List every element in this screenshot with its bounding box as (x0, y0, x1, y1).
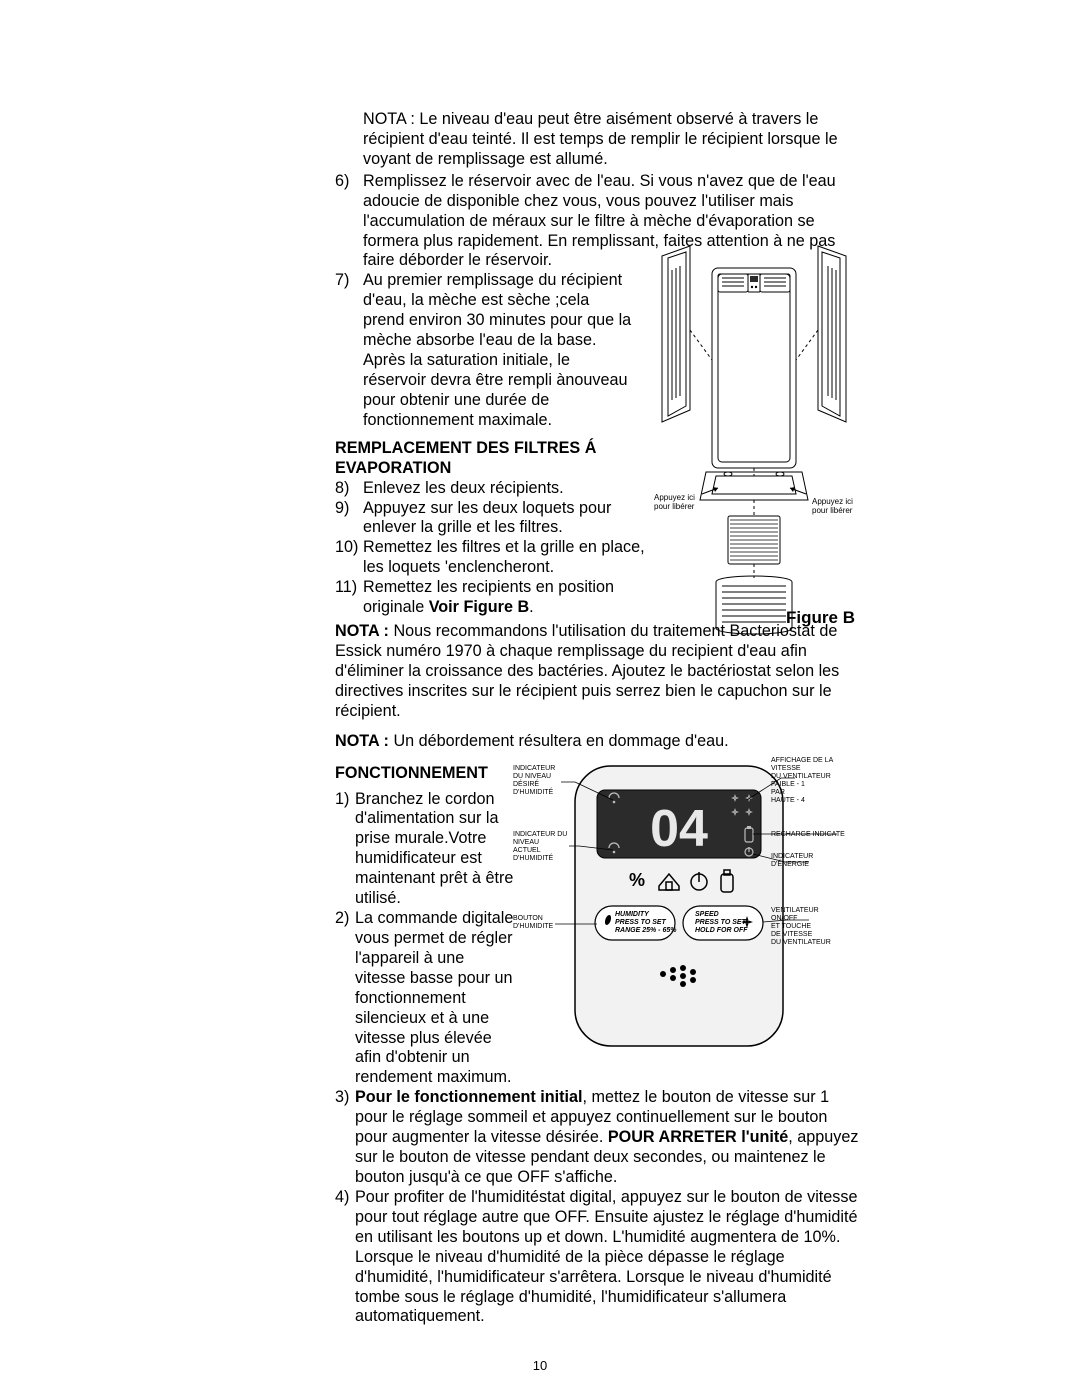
panel-label-energy-2: D'ÉNERGIE (771, 859, 809, 868)
op2-text: La commande digitale vous permet de régl… (355, 909, 515, 1088)
panel-label-fanspeed-3: DU VENTILATEUR (771, 773, 831, 780)
op3-bold-a: Pour le fonctionnement initial (355, 1088, 583, 1106)
figure-b-press-right-1: Appuyez ici (812, 497, 853, 506)
step-10: 10) Remettez les filtres et la grille en… (335, 538, 645, 578)
page-number: 10 (0, 1358, 1080, 1374)
step-11-text: Remettez les recipients en position orig… (363, 578, 635, 618)
op1-number: 1) (335, 790, 355, 910)
op3-number: 3) (335, 1088, 355, 1188)
note-water-level: NOTA : Le niveau d'eau peut être aisémen… (363, 110, 863, 170)
panel-label-fanspeed-4: FAIBLE - 1 (771, 781, 805, 788)
step-11-ref: Voir Figure B (429, 598, 529, 616)
panel-humidity-btn-3: RANGE 25% - 65% (615, 927, 677, 934)
panel-speed-btn-3: HOLD FOR OFF (695, 927, 748, 934)
operation-step-3: 3) Pour le fonctionnement initial, mette… (335, 1088, 863, 1188)
panel-label-fanbtn-2: ON/OFF (771, 915, 797, 922)
step-10-number: 10) (335, 538, 363, 578)
step-8: 8) Enlevez les deux récipients. (335, 479, 635, 499)
panel-label-desired-1: INDICATEUR (513, 765, 555, 772)
panel-label-fanbtn-5: DU VENTILATEUR (771, 939, 831, 946)
panel-label-fanspeed-5: PAR (771, 789, 785, 796)
figure-b-diagram: Appuyez ici pour libérer Appuyez ici pou… (644, 240, 864, 640)
panel-speed-btn-2: PRESS TO SET (695, 919, 747, 926)
panel-label-fanspeed-2: VITESSE (771, 765, 801, 772)
step-11-text-c: . (529, 598, 534, 616)
op4-text: Pour profiter de l'humiditéstat digital,… (355, 1188, 863, 1327)
panel-label-energy-1: INDICATEUR (771, 853, 813, 860)
panel-label-fanspeed-1: AFFICHAGE DE LA (771, 757, 834, 764)
step-8-number: 8) (335, 479, 363, 499)
panel-label-desired-4: D'HUMIDITÉ (513, 787, 554, 796)
filter-replacement-heading: REMPLACEMENT DES FILTRES Á EVAPORATION (335, 439, 635, 479)
operation-step-2: 2) La commande digitale vous permet de r… (335, 909, 515, 1088)
step-8-text: Enlevez les deux récipients. (363, 479, 635, 499)
panel-label-fanbtn-1: VENTILATEUR (771, 907, 819, 914)
step-11: 11) Remettez les recipients en position … (335, 578, 635, 618)
op2-number: 2) (335, 909, 355, 1088)
panel-display-digits: 04 (650, 800, 708, 858)
step-9: 9) Appuyez sur les deux loquets pour enl… (335, 499, 635, 539)
step-6-number: 6) (335, 172, 363, 272)
step-7-number: 7) (335, 271, 363, 430)
panel-humidity-btn-2: PRESS TO SET (615, 919, 667, 926)
figure-b-press-right-2: pour libérer (812, 506, 853, 515)
panel-label-fanbtn-3: ET TOUCHE (771, 923, 811, 930)
panel-label-humbtn-2: D'HUMIDITE (513, 923, 554, 930)
panel-label-actual-3: ACTUEL (513, 847, 541, 854)
step-7-text: Au premier remplissage du récipient d'ea… (363, 271, 635, 430)
figure-b-press-left-2: pour libérer (654, 502, 695, 511)
step-9-number: 9) (335, 499, 363, 539)
op3-bold-c: POUR ARRETER l'unité (608, 1128, 788, 1146)
step-7: 7) Au premier remplissage du récipient d… (335, 271, 635, 430)
panel-label-fanbtn-4: DE VITESSE (771, 931, 813, 938)
operation-step-4: 4) Pour profiter de l'humiditéstat digit… (335, 1188, 863, 1327)
operation-step-1: 1) Branchez le cordon d'alimentation sur… (335, 790, 515, 910)
panel-speed-btn-1: SPEED (695, 911, 719, 918)
step-9-text: Appuyez sur les deux loquets pour enleve… (363, 499, 635, 539)
op1-text: Branchez le cordon d'alimentation sur la… (355, 790, 515, 910)
note-overflow: NOTA : Un débordement résultera en domma… (335, 732, 863, 752)
panel-label-actual-4: D'HUMIDITÉ (513, 853, 554, 862)
panel-label-actual-2: NIVEAU (513, 839, 539, 846)
figure-b-caption: Figure B (786, 608, 855, 629)
panel-label-recharge: RECHARGE INDICATEUR (771, 831, 845, 838)
svg-text:%: % (629, 870, 645, 890)
note-overflow-label: NOTA : (335, 732, 393, 750)
panel-humidity-btn-1: HUMIDITY (615, 911, 650, 918)
step-11-number: 11) (335, 578, 363, 618)
manual-page: NOTA : Le niveau d'eau peut être aisémen… (0, 0, 1080, 1397)
note-overflow-text: Un débordement résultera en dommage d'ea… (393, 732, 728, 750)
figure-b-press-left-1: Appuyez ici (654, 493, 695, 502)
note-bacteriostat-label: NOTA : (335, 622, 393, 640)
panel-label-humbtn-1: BOUTON (513, 915, 543, 922)
op3-text: Pour le fonctionnement initial, mettez l… (355, 1088, 863, 1188)
panel-label-actual-1: INDICATEUR DU (513, 831, 567, 838)
panel-label-desired-2: DU NIVEAU (513, 773, 551, 780)
step-10-text: Remettez les filtres et la grille en pla… (363, 538, 645, 578)
panel-label-desired-3: DÉSIRÉ (513, 779, 539, 788)
control-panel-diagram: 04 % (513, 756, 845, 1054)
panel-label-fanspeed-6: HAUTE - 4 (771, 797, 805, 804)
op4-number: 4) (335, 1188, 355, 1327)
